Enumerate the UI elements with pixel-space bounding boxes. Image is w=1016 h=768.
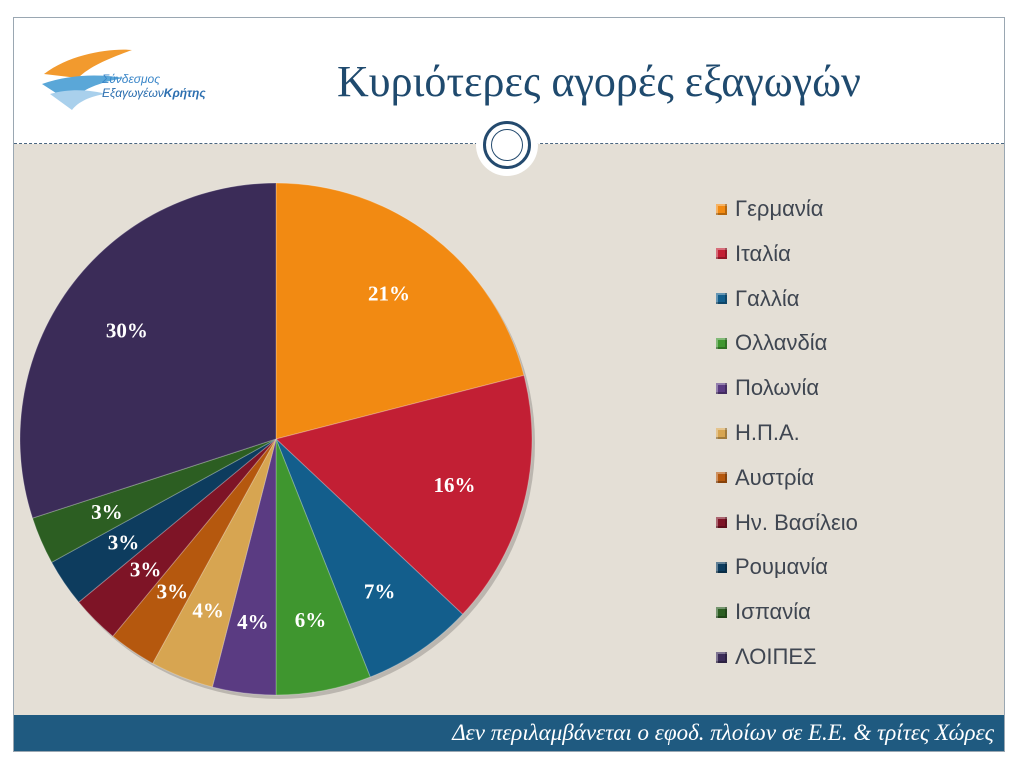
pie-slice-10 <box>31 438 277 564</box>
legend-swatch <box>716 203 727 215</box>
header-medallion-icon <box>476 114 538 176</box>
pie-slice-9 <box>50 438 277 603</box>
pie-label-5: 4% <box>237 610 269 634</box>
legend-swatch <box>716 472 727 484</box>
legend-swatch <box>716 337 727 349</box>
legend-item-6: Η.Π.Α. <box>716 418 800 448</box>
pie-slice-5 <box>211 438 277 696</box>
legend-label: Αυστρία <box>735 464 815 490</box>
pie-label-10: 3% <box>91 500 123 524</box>
legend-label: Ρουμανία <box>735 554 828 580</box>
legend-item-8: Ην. Βασίλειο <box>716 508 858 538</box>
pie-label-3: 7% <box>364 579 396 603</box>
legend-label: Γερμανία <box>735 196 824 221</box>
chart-area: 21% 16% 7% 6% 4% 4% 3% 3% 3% 3% 30% Γερμανία Ιταλία… <box>14 144 1004 715</box>
legend-item-9: Ρουμανία <box>716 552 828 582</box>
legend-item-4: Ολλανδία <box>716 328 827 358</box>
pie-slice-11 <box>19 182 277 519</box>
legend-label: Η.Π.Α. <box>735 420 800 445</box>
pie-slice-1 <box>275 182 525 440</box>
legend-swatch <box>716 517 727 529</box>
pie-label-8: 3% <box>130 557 162 581</box>
pie-label-11: 30% <box>106 319 148 343</box>
legend-swatch <box>716 606 727 618</box>
legend-swatch <box>716 427 727 439</box>
legend-label: Γαλλία <box>735 285 800 311</box>
slide-header: Σύνδεσμος ΕξαγωγέωνΚρήτης Κυριότερες αγο… <box>14 18 1004 144</box>
logo-text-line1: Σύνδεσμος <box>102 72 161 86</box>
legend-swatch <box>716 293 727 305</box>
legend-swatch <box>716 382 727 394</box>
pie-slice-4 <box>275 438 371 696</box>
pie-slice-7 <box>112 438 277 665</box>
pie-label-1: 21% <box>368 281 410 305</box>
legend-item-1: Γερμανία <box>716 194 823 224</box>
footer-note: Δεν περιλαμβάνεται ο εφοδ. πλοίων σε Ε.Ε… <box>452 720 994 745</box>
slide-title: Κυριότερες αγορές εξαγωγών <box>337 57 861 106</box>
legend-item-10: Ισπανία <box>716 597 811 627</box>
logo-text-line2: ΕξαγωγέωνΚρήτης <box>102 86 206 100</box>
logo-swoosh-icon <box>42 49 132 110</box>
pie-label-9: 3% <box>108 531 140 555</box>
pie-slice-2 <box>274 374 533 615</box>
pie-label-7: 3% <box>157 579 189 603</box>
legend-label: Ιταλία <box>735 240 791 266</box>
legend-label: Ισπανία <box>735 599 811 625</box>
legend-item-11: ΛΟΙΠΕΣ <box>716 642 817 672</box>
pie-slice-3 <box>275 438 464 678</box>
legend-item-3: Γαλλία <box>716 284 799 314</box>
legend-item-7: Αυστρία <box>716 463 814 493</box>
legend-swatch <box>716 561 727 573</box>
logo: Σύνδεσμος ΕξαγωγέωνΚρήτης <box>40 44 230 114</box>
pie-slice-8 <box>78 438 277 637</box>
pie-label-2: 16% <box>434 473 476 497</box>
legend-label: Ολλανδία <box>735 330 828 356</box>
legend-label: Ην. Βασίλειο <box>735 509 858 535</box>
pie-label-6: 4% <box>192 598 224 622</box>
legend-item-2: Ιταλία <box>716 239 791 269</box>
legend-swatch <box>716 651 727 663</box>
legend-swatch <box>716 248 727 260</box>
legend-label: ΛΟΙΠΕΣ <box>735 644 817 669</box>
pie-chart: 21%16%7%6%4%4%3%3%3%3%30% <box>19 182 535 699</box>
legend-label: Πολωνία <box>735 375 820 401</box>
legend-item-5: Πολωνία <box>716 373 819 403</box>
slide: Σύνδεσμος ΕξαγωγέωνΚρήτης Κυριότερες αγο… <box>13 17 1005 752</box>
pie-label-4: 6% <box>295 608 327 632</box>
pie-slice-6 <box>151 438 277 688</box>
footer-bar: Δεν περιλαμβάνεται ο εφοδ. πλοίων σε Ε.Ε… <box>14 715 1004 751</box>
